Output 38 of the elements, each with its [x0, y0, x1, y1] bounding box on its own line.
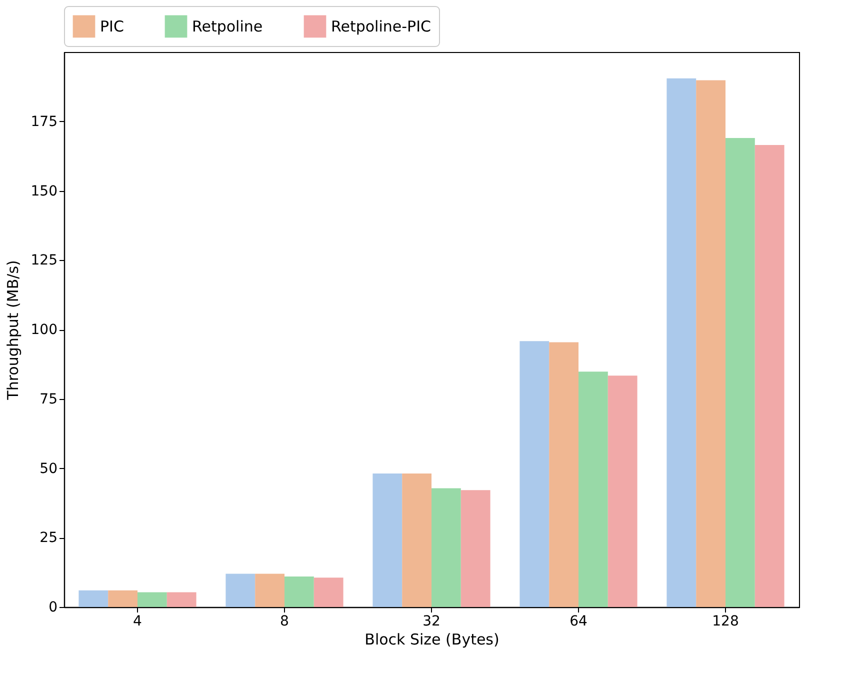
bar: [608, 376, 638, 607]
bar: [549, 342, 578, 607]
y-tick-label: 125: [30, 252, 58, 269]
y-tick-label: 75: [40, 391, 58, 408]
bar: [402, 474, 432, 607]
x-tick-label: 4: [133, 614, 142, 630]
bar: [108, 590, 138, 607]
bar: [255, 574, 284, 607]
bar: [138, 592, 167, 607]
x-axis-title: Block Size (Bytes): [364, 630, 500, 648]
bar: [726, 138, 755, 607]
bar: [460, 490, 490, 607]
y-tick-label: 150: [30, 183, 58, 200]
bar: [520, 341, 550, 607]
legend-label: Retpoline-PIC: [331, 17, 431, 36]
bar: [166, 592, 196, 607]
bar: [372, 474, 402, 607]
bar: [284, 576, 314, 607]
bar: [432, 488, 461, 607]
y-tick-label: 175: [30, 114, 58, 130]
bar: [578, 372, 608, 607]
bar: [314, 578, 344, 607]
x-tick-label: 8: [280, 614, 289, 630]
bar: [78, 590, 108, 607]
bar: [754, 144, 784, 607]
y-tick-label: 0: [48, 600, 58, 616]
y-tick-label: 100: [30, 322, 58, 338]
x-tick-label: 128: [712, 614, 739, 630]
legend-label: Retpoline: [192, 17, 263, 36]
y-tick-label: 50: [40, 460, 58, 477]
bar: [226, 574, 256, 607]
bar: [696, 80, 726, 607]
legend-label: PIC: [100, 17, 124, 36]
bar: [666, 78, 696, 607]
x-tick-label: 32: [422, 614, 440, 630]
y-tick-label: 25: [40, 530, 58, 546]
y-axis-title: Throughput (MB/s): [4, 260, 22, 401]
x-tick-label: 64: [570, 614, 588, 630]
